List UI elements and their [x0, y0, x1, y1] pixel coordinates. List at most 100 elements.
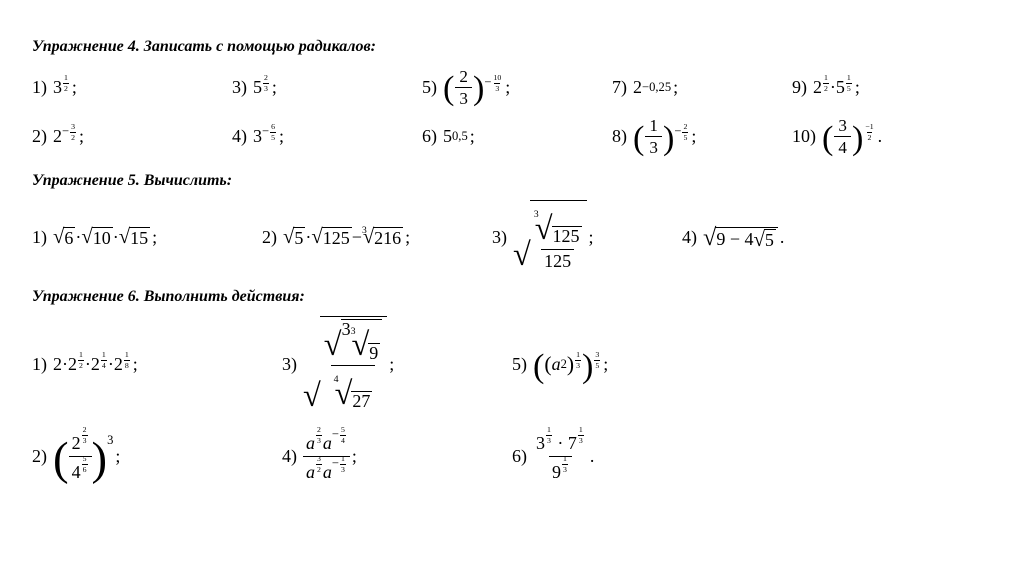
- label: 5): [512, 354, 527, 375]
- exercise-5-title: Упражнение 5. Вычислить:: [32, 172, 992, 190]
- label: 1): [32, 354, 47, 375]
- ex5-item-2: 2) √5 · √125 − 3√216;: [262, 226, 492, 249]
- den: 2: [63, 83, 69, 93]
- num: 6: [270, 123, 276, 132]
- punct: ;: [673, 77, 678, 98]
- b: 9: [368, 343, 380, 364]
- op: − 4: [730, 229, 754, 249]
- punct: ;: [352, 446, 357, 467]
- top-base: 2: [72, 433, 81, 453]
- a: 9: [716, 229, 725, 249]
- num: 3: [834, 115, 851, 136]
- label: 2): [32, 446, 47, 467]
- num: 1: [124, 351, 130, 360]
- ex5-row: 1) √6 · √10 · √15; 2) √5 · √125 − 3√216;…: [32, 200, 992, 273]
- ex4-item-9: 9) 212·515;: [792, 77, 962, 98]
- den: 6: [82, 464, 88, 474]
- rad-a: 5: [293, 227, 305, 249]
- rad-c: 15: [129, 227, 150, 249]
- base-b: 5: [836, 77, 845, 98]
- ex4-item-4: 4) 3−65;: [232, 126, 422, 147]
- ex5-item-1: 1) √6 · √10 · √15;: [32, 226, 262, 249]
- den: 2: [316, 464, 322, 474]
- den: 5: [846, 83, 852, 93]
- var: a: [306, 433, 315, 453]
- ex6-row2: 2) (223456)3; 4) a23a−54a32a−13; 6) 313 …: [32, 428, 992, 485]
- label: 4): [682, 227, 697, 248]
- label: 6): [512, 446, 527, 467]
- ex6-item-5: 5) ((a2)13)35;: [512, 352, 712, 377]
- label: 3): [492, 227, 507, 248]
- exp: −0,25: [642, 80, 671, 95]
- base: 2: [53, 126, 62, 147]
- punct: .: [780, 227, 785, 248]
- label: 3): [232, 77, 247, 98]
- num: 1: [846, 74, 852, 83]
- rad-b: 125: [322, 227, 352, 249]
- den: 2: [78, 360, 84, 370]
- ex6-item-1: 1) 2 · 212 · 214 · 218;: [32, 354, 282, 375]
- den: 3: [82, 435, 88, 445]
- base: 2: [633, 77, 642, 98]
- base: 5: [253, 77, 262, 98]
- num: 2: [263, 74, 269, 83]
- punct: ;: [603, 354, 608, 375]
- punct: ;: [152, 227, 157, 248]
- ex4-item-7: 7) 2−0,25;: [612, 77, 792, 98]
- exercise-4-title: Упражнение 4. Записать с помощью радикал…: [32, 38, 992, 56]
- num: 2: [682, 123, 688, 132]
- base-b: 7: [568, 433, 577, 453]
- label: 6): [422, 126, 437, 147]
- punct: ;: [470, 126, 475, 147]
- den: 3: [340, 464, 346, 474]
- ex4-item-2: 2) 2−32;: [32, 126, 232, 147]
- num: 1: [340, 455, 346, 464]
- punct: ;: [855, 77, 860, 98]
- label: 4): [282, 446, 297, 467]
- ex4-item-3: 3) 523;: [232, 77, 422, 98]
- punct: ;: [589, 227, 594, 248]
- base: 5: [443, 126, 452, 147]
- label: 2): [32, 126, 47, 147]
- label: 2): [262, 227, 277, 248]
- var: a: [323, 462, 332, 482]
- num: 5: [82, 455, 88, 464]
- num: 1: [546, 426, 552, 435]
- label: 1): [32, 77, 47, 98]
- c: 27: [351, 391, 372, 412]
- label: 5): [422, 77, 437, 98]
- num: 1: [562, 455, 568, 464]
- base-a: 2: [813, 77, 822, 98]
- den: 8: [124, 360, 130, 370]
- punct: .: [878, 126, 883, 147]
- den: 2: [867, 132, 873, 142]
- rad-a: 6: [63, 227, 75, 249]
- punct: ;: [272, 77, 277, 98]
- punct: ;: [405, 227, 410, 248]
- var: a: [323, 433, 332, 453]
- k: 2: [53, 354, 62, 375]
- num: 1: [645, 115, 662, 136]
- a: 3: [342, 319, 351, 339]
- ex5-item-3: 3) √3√125125;: [492, 200, 682, 273]
- base-a: 3: [536, 433, 545, 453]
- ex4-item-6: 6) 50,5;: [422, 126, 612, 147]
- b: 5: [764, 229, 776, 251]
- punct: ;: [79, 126, 84, 147]
- den: 3: [316, 435, 322, 445]
- punct: ;: [389, 354, 394, 375]
- base: 3: [253, 126, 262, 147]
- den: 4: [340, 435, 346, 445]
- ex4-row1: 1) 312; 3) 523; 5) (23)−103; 7) 2−0,25; …: [32, 66, 992, 109]
- label: 7): [612, 77, 627, 98]
- label: 1): [32, 227, 47, 248]
- num: −1: [864, 123, 874, 132]
- punct: ;: [72, 77, 77, 98]
- den: 3: [494, 83, 500, 93]
- ex4-row2: 2) 2−32; 4) 3−65; 6) 50,5; 8) (13)−25; 1…: [32, 115, 992, 158]
- label: 3): [282, 354, 297, 375]
- den: 5: [270, 132, 276, 142]
- label: 4): [232, 126, 247, 147]
- punct: ;: [133, 354, 138, 375]
- den: 3: [263, 83, 269, 93]
